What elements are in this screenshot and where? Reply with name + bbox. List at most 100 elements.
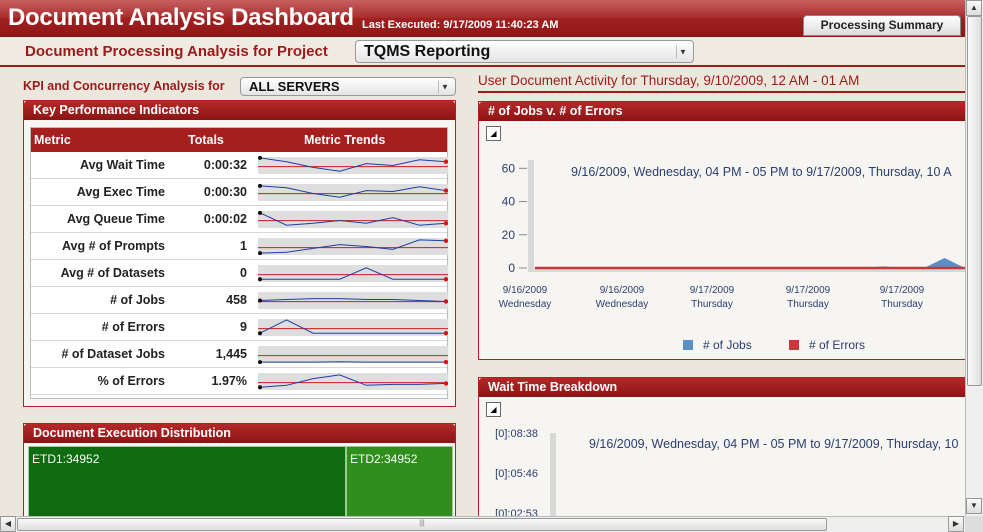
chart-subtitle: 9/16/2009, Wednesday, 04 PM - 05 PM to 9…	[589, 437, 958, 451]
kpi-row: Avg Wait Time 0:00:32	[31, 152, 448, 179]
kpi-sparkline	[258, 346, 448, 365]
y-tick-label: 60	[502, 161, 516, 175]
x-axis-bar	[528, 268, 967, 272]
sparkline-start-point	[258, 251, 262, 256]
kpi-metric-name: Avg # of Datasets	[60, 266, 165, 280]
y-tick-label: [0]:05:46	[495, 468, 538, 480]
x-tick-date: 9/16/2009	[503, 285, 548, 296]
kpi-metric-total: 1,445	[215, 347, 247, 361]
y-tick-label: [0]:08:38	[495, 428, 538, 440]
y-tick-label: 0	[508, 261, 515, 275]
tab-processing-summary[interactable]: Processing Summary	[803, 15, 961, 36]
kpi-row: % of Errors 1.97%	[31, 368, 448, 395]
zoom-icon[interactable]: ◢	[486, 126, 501, 141]
dropdown-arrow-icon: ▼	[438, 80, 451, 93]
jobs-errors-panel: # of Jobs v. # of Errors ◢ 60 40 20 0 9/16/2…	[478, 101, 968, 360]
sparkline-start-point	[258, 183, 262, 188]
y-tick-label: 40	[502, 195, 516, 209]
vertical-scrollbar[interactable]: ▲ ▼	[965, 0, 983, 516]
sparkline-end-point	[443, 277, 448, 282]
kpi-sparkline	[258, 238, 448, 256]
sparkline-line	[259, 319, 446, 334]
kpi-metric-total: 0:00:30	[203, 185, 247, 199]
sparkline-end-point	[443, 221, 448, 226]
sparkline-start-point	[258, 385, 262, 390]
sparkline-end-point	[443, 359, 448, 365]
sparkline-end-point	[443, 238, 448, 243]
kpi-row: Avg # of Datasets 0	[31, 260, 448, 287]
jobs-errors-chart: 60 40 20 0 9/16/2009, Wednesday, 04 PM - 05 …	[499, 160, 967, 352]
x-tick-day: Thursday	[691, 299, 733, 310]
kpi-metric-total: 9	[240, 320, 247, 334]
server-dropdown[interactable]: ALL SERVERS ▼	[240, 77, 456, 96]
distribution-panel: Document Execution Distribution ETD1:349…	[23, 423, 456, 524]
kpi-metric-total: 0	[240, 266, 247, 280]
sparkline-start-point	[258, 298, 262, 303]
kpi-sparkline	[258, 210, 448, 228]
kpi-row: # of Errors 9	[31, 314, 448, 341]
kpi-rows: Avg Wait Time 0:00:32 Avg Exec Time 0:00:30…	[31, 152, 448, 395]
kpi-metric-name: # of Errors	[101, 320, 165, 334]
x-tick-day: Wednesday	[596, 299, 649, 310]
sparkline-band	[258, 346, 448, 363]
sparkline-start-point	[258, 331, 262, 336]
kpi-row: # of Dataset Jobs 1,445	[31, 341, 448, 368]
legend-swatch-jobs	[683, 340, 693, 350]
sparkline-line	[259, 239, 447, 254]
x-tick-day: Thursday	[881, 299, 923, 310]
jobs-errors-title: # of Jobs v. # of Errors	[479, 102, 967, 121]
title-bar: Document Analysis Dashboard Last Execute…	[0, 0, 965, 37]
x-tick-date: 9/16/2009	[600, 285, 645, 296]
sparkline-line	[259, 157, 447, 172]
server-dropdown-value: ALL SERVERS	[249, 79, 340, 94]
kpi-sparkline	[258, 265, 448, 282]
jobs-series-area	[535, 258, 965, 268]
y-axis-bar	[550, 433, 556, 516]
kpi-metric-name: % of Errors	[97, 374, 165, 388]
legend-swatch-errors	[789, 340, 799, 350]
sparkline-line	[259, 185, 447, 198]
kpi-metric-total: 1	[240, 239, 247, 253]
sparkline-band	[258, 292, 448, 309]
project-dropdown[interactable]: TQMS Reporting ▼	[355, 40, 694, 63]
vertical-scroll-thumb[interactable]	[967, 16, 982, 386]
horizontal-scrollbar[interactable]: ◀ ||| ▶	[0, 516, 965, 532]
kpi-sparkline	[258, 319, 448, 336]
project-dropdown-value: TQMS Reporting	[364, 43, 491, 60]
col-totals: Totals	[188, 133, 224, 147]
dropdown-arrow-icon: ▼	[676, 45, 689, 58]
sparkline-band	[258, 319, 448, 336]
horizontal-scroll-thumb[interactable]: |||	[17, 518, 827, 531]
kpi-metric-total: 1.97%	[211, 374, 247, 388]
distribution-panel-title: Document Execution Distribution	[24, 424, 455, 443]
scroll-down-icon[interactable]: ▼	[966, 498, 982, 514]
kpi-metric-name: Avg Queue Time	[67, 212, 165, 226]
sparkline-end-point	[443, 381, 448, 386]
treemap-tile-etd1[interactable]: ETD1:34952	[28, 446, 346, 524]
kpi-table: Metric Totals Metric Trends Avg Wait Tim…	[30, 127, 448, 399]
y-tick-label: 20	[502, 228, 516, 242]
scroll-up-icon[interactable]: ▲	[966, 0, 982, 16]
kpi-metric-name: # of Jobs	[110, 293, 165, 307]
kpi-metric-total: 458	[226, 293, 247, 307]
activity-title: User Document Activity for Thursday, 9/1…	[478, 73, 860, 88]
kpi-sparkline	[258, 183, 448, 201]
kpi-table-header: Metric Totals Metric Trends	[31, 128, 447, 152]
x-tick-date: 9/17/2009	[880, 285, 925, 296]
legend-label-jobs: # of Jobs	[703, 338, 752, 352]
zoom-icon[interactable]: ◢	[486, 402, 501, 417]
scroll-right-icon[interactable]: ▶	[948, 516, 964, 532]
kpi-row: Avg # of Prompts 1	[31, 233, 448, 260]
sparkline-line	[260, 267, 446, 280]
treemap-tile-etd2[interactable]: ETD2:34952	[346, 446, 453, 524]
kpi-metric-total: 0:00:32	[203, 158, 247, 172]
last-executed-text: Last Executed: 9/17/2009 11:40:23 AM	[362, 19, 559, 31]
sparkline-line	[259, 374, 447, 388]
x-tick-date: 9/17/2009	[690, 285, 735, 296]
kpi-sparkline	[258, 155, 448, 174]
kpi-row: # of Jobs 458	[31, 287, 448, 314]
sparkline-band	[258, 157, 448, 174]
kpi-metric-total: 0:00:02	[203, 212, 247, 226]
chart-subtitle: 9/16/2009, Wednesday, 04 PM - 05 PM to 9…	[571, 165, 952, 179]
scroll-left-icon[interactable]: ◀	[0, 516, 16, 532]
